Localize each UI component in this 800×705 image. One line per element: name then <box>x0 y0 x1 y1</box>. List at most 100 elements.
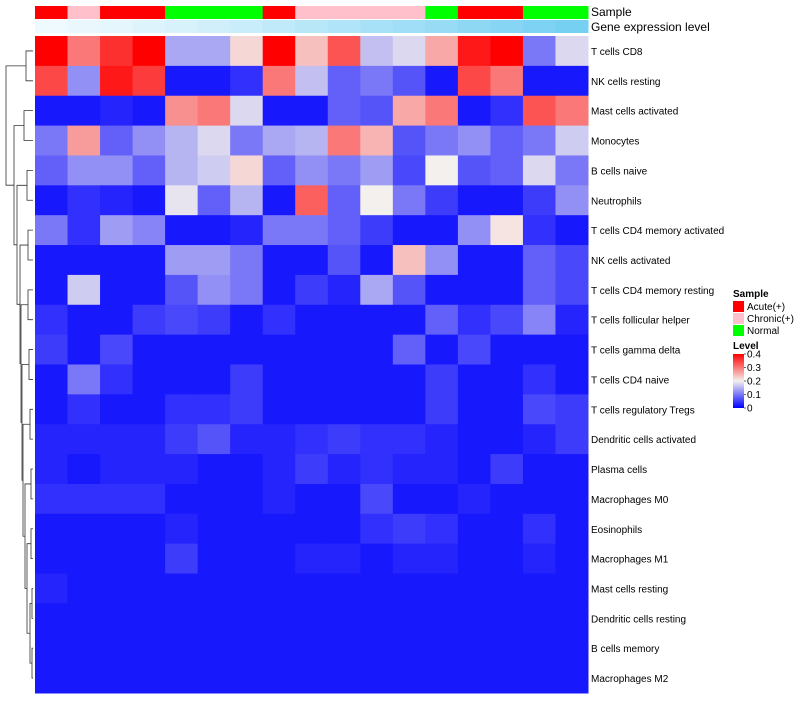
heatmap-cell <box>490 394 524 425</box>
heatmap-cell <box>100 245 134 276</box>
heatmap-cell <box>230 454 264 485</box>
heatmap-cell <box>295 454 329 485</box>
heatmap-cell <box>522 215 556 246</box>
sample-annotation-cell <box>555 6 589 19</box>
heatmap-cell <box>230 394 264 425</box>
heatmap-cell <box>197 334 231 365</box>
row-label: Macrophages M0 <box>591 495 669 506</box>
heatmap-cell <box>555 633 589 664</box>
heatmap-cell <box>295 483 329 515</box>
heatmap-cell <box>132 155 166 186</box>
heatmap-cell <box>230 36 264 67</box>
heatmap-cell <box>522 245 556 276</box>
heatmap-cell <box>392 304 426 336</box>
heatmap-cell <box>457 125 491 156</box>
heatmap-cell <box>392 274 426 306</box>
legend-sample-entries: Acute(+)Chronic(+)Normal <box>733 301 794 337</box>
heatmap-cell <box>327 603 361 634</box>
dendrogram-link <box>25 50 33 82</box>
heatmap-cell <box>67 245 101 276</box>
heatmap-cell <box>262 543 296 575</box>
heatmap-cell <box>360 663 394 694</box>
expression-annotation-cell <box>67 20 101 33</box>
heatmap-cell <box>132 663 166 694</box>
heatmap-cell <box>262 394 296 425</box>
heatmap-cell <box>490 483 524 515</box>
heatmap-cell <box>262 304 296 336</box>
row-label: B cells naive <box>591 166 648 177</box>
sample-annotation-label: Sample <box>591 5 632 19</box>
heatmap-cell <box>327 125 361 156</box>
heatmap-cell <box>197 483 231 515</box>
heatmap-cell <box>490 95 524 127</box>
heatmap-cell <box>490 543 524 575</box>
heatmap-cell <box>35 155 69 186</box>
sample-annotation-cell <box>490 6 524 19</box>
heatmap-cell <box>555 304 589 336</box>
heatmap-cell <box>457 543 491 575</box>
heatmap-cell <box>555 573 589 604</box>
heatmap-cell <box>132 364 166 395</box>
dendrogram-link <box>23 110 33 141</box>
heatmap-cell <box>392 663 426 694</box>
heatmap-cell <box>262 125 296 156</box>
heatmap-cell <box>262 36 296 67</box>
heatmap-cell <box>35 603 69 634</box>
heatmap-cell <box>35 36 69 67</box>
heatmap-cell <box>295 364 329 395</box>
row-dendrogram <box>5 50 33 679</box>
expression-annotation-cell <box>360 20 394 33</box>
heatmap-cell <box>165 454 199 485</box>
heatmap-cell <box>490 663 524 694</box>
expression-annotation-cell <box>197 20 231 33</box>
heatmap-cell <box>360 36 394 67</box>
heatmap-cell <box>197 65 231 97</box>
expression-annotation-label: Gene expression level <box>591 20 710 34</box>
heatmap-cell <box>457 663 491 694</box>
heatmap-cell <box>165 603 199 634</box>
heatmap-cell <box>425 364 459 395</box>
row-label: Mast cells activated <box>591 107 678 118</box>
sample-annotation-cell <box>295 6 329 19</box>
heatmap-cell <box>295 36 329 67</box>
heatmap-cell <box>132 424 166 455</box>
sample-annotation-cell <box>100 6 134 19</box>
row-label: T cells gamma delta <box>591 346 681 357</box>
heatmap-cell <box>522 274 556 306</box>
expression-annotation-cell <box>230 20 264 33</box>
expression-annotation-cell <box>132 20 166 33</box>
row-label: Macrophages M1 <box>591 555 669 566</box>
heatmap-cell <box>100 513 134 545</box>
heatmap-cell <box>230 125 264 156</box>
dendrogram-link <box>31 647 33 679</box>
heatmap-cell <box>165 334 199 365</box>
heatmap-cell <box>360 155 394 186</box>
heatmap-cell <box>457 513 491 545</box>
heatmap-cell <box>100 543 134 575</box>
heatmap-cell <box>392 95 426 127</box>
dendrogram-link <box>27 229 33 261</box>
sample-annotation-cell <box>392 6 426 19</box>
heatmap-cell <box>100 95 134 127</box>
heatmap-cell <box>522 155 556 186</box>
heatmap-cell <box>360 334 394 365</box>
dendrogram-link <box>28 349 33 380</box>
sample-annotation-cell <box>230 6 264 19</box>
heatmap-cell <box>230 215 264 246</box>
heatmap-cell <box>67 424 101 455</box>
row-label: Dendritic cells resting <box>591 614 686 625</box>
heatmap-cell <box>230 274 264 306</box>
heatmap-cell <box>392 155 426 186</box>
expression-annotation-cell <box>165 20 199 33</box>
expression-annotation-cell <box>100 20 134 33</box>
heatmap-cell <box>132 454 166 485</box>
heatmap-cell <box>35 394 69 425</box>
heatmap-cell <box>392 334 426 365</box>
heatmap-cell <box>490 304 524 336</box>
heatmap-cell <box>197 304 231 336</box>
heatmap-cell <box>132 245 166 276</box>
heatmap-cell <box>262 573 296 604</box>
heatmap-cell <box>100 36 134 67</box>
heatmap-cell <box>555 215 589 246</box>
heatmap-cell <box>392 125 426 156</box>
